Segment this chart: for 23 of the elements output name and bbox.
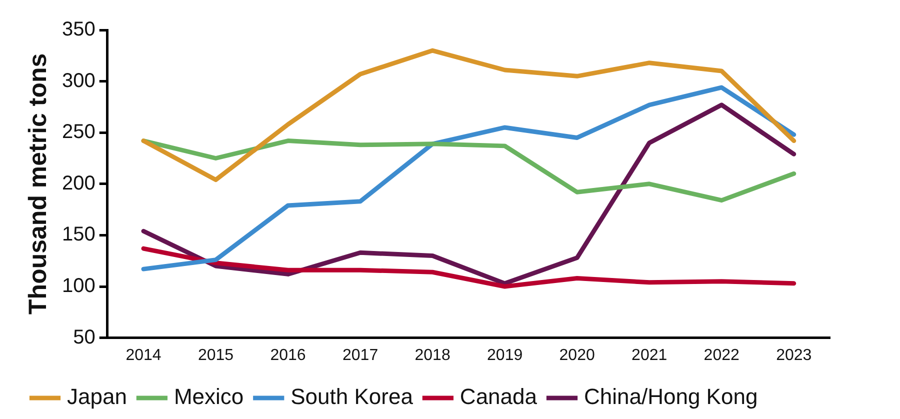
x-tick-label: 2017 bbox=[342, 346, 378, 364]
x-tick-label: 2018 bbox=[414, 346, 450, 364]
x-tick-label: 2022 bbox=[704, 346, 740, 364]
x-tick-label: 2014 bbox=[126, 346, 162, 364]
x-tick-label: 2020 bbox=[559, 346, 595, 364]
y-tick-label: 300 bbox=[62, 70, 96, 92]
x-tick-label: 2023 bbox=[776, 346, 812, 364]
y-tick-label: 100 bbox=[62, 275, 96, 298]
y-tick-label: 250 bbox=[62, 121, 96, 144]
y-axis-title: Thousand metric tons bbox=[24, 53, 52, 314]
y-tick-label: 150 bbox=[62, 224, 96, 246]
y-tick-label: 350 bbox=[62, 18, 96, 41]
x-tick-label: 2019 bbox=[487, 346, 523, 364]
legend-label: Japan bbox=[67, 384, 127, 410]
x-tick-label: 2021 bbox=[632, 346, 668, 364]
legend-label: South Korea bbox=[290, 384, 414, 410]
y-tick-label: 200 bbox=[62, 172, 96, 194]
legend-label: Mexico bbox=[174, 384, 244, 410]
y-tick-label: 50 bbox=[73, 326, 96, 348]
x-tick-label: 2015 bbox=[198, 346, 234, 364]
legend-label: China/Hong Kong bbox=[584, 384, 758, 410]
x-tick-label: 2016 bbox=[270, 346, 306, 364]
legend-label: Canada bbox=[460, 384, 538, 410]
